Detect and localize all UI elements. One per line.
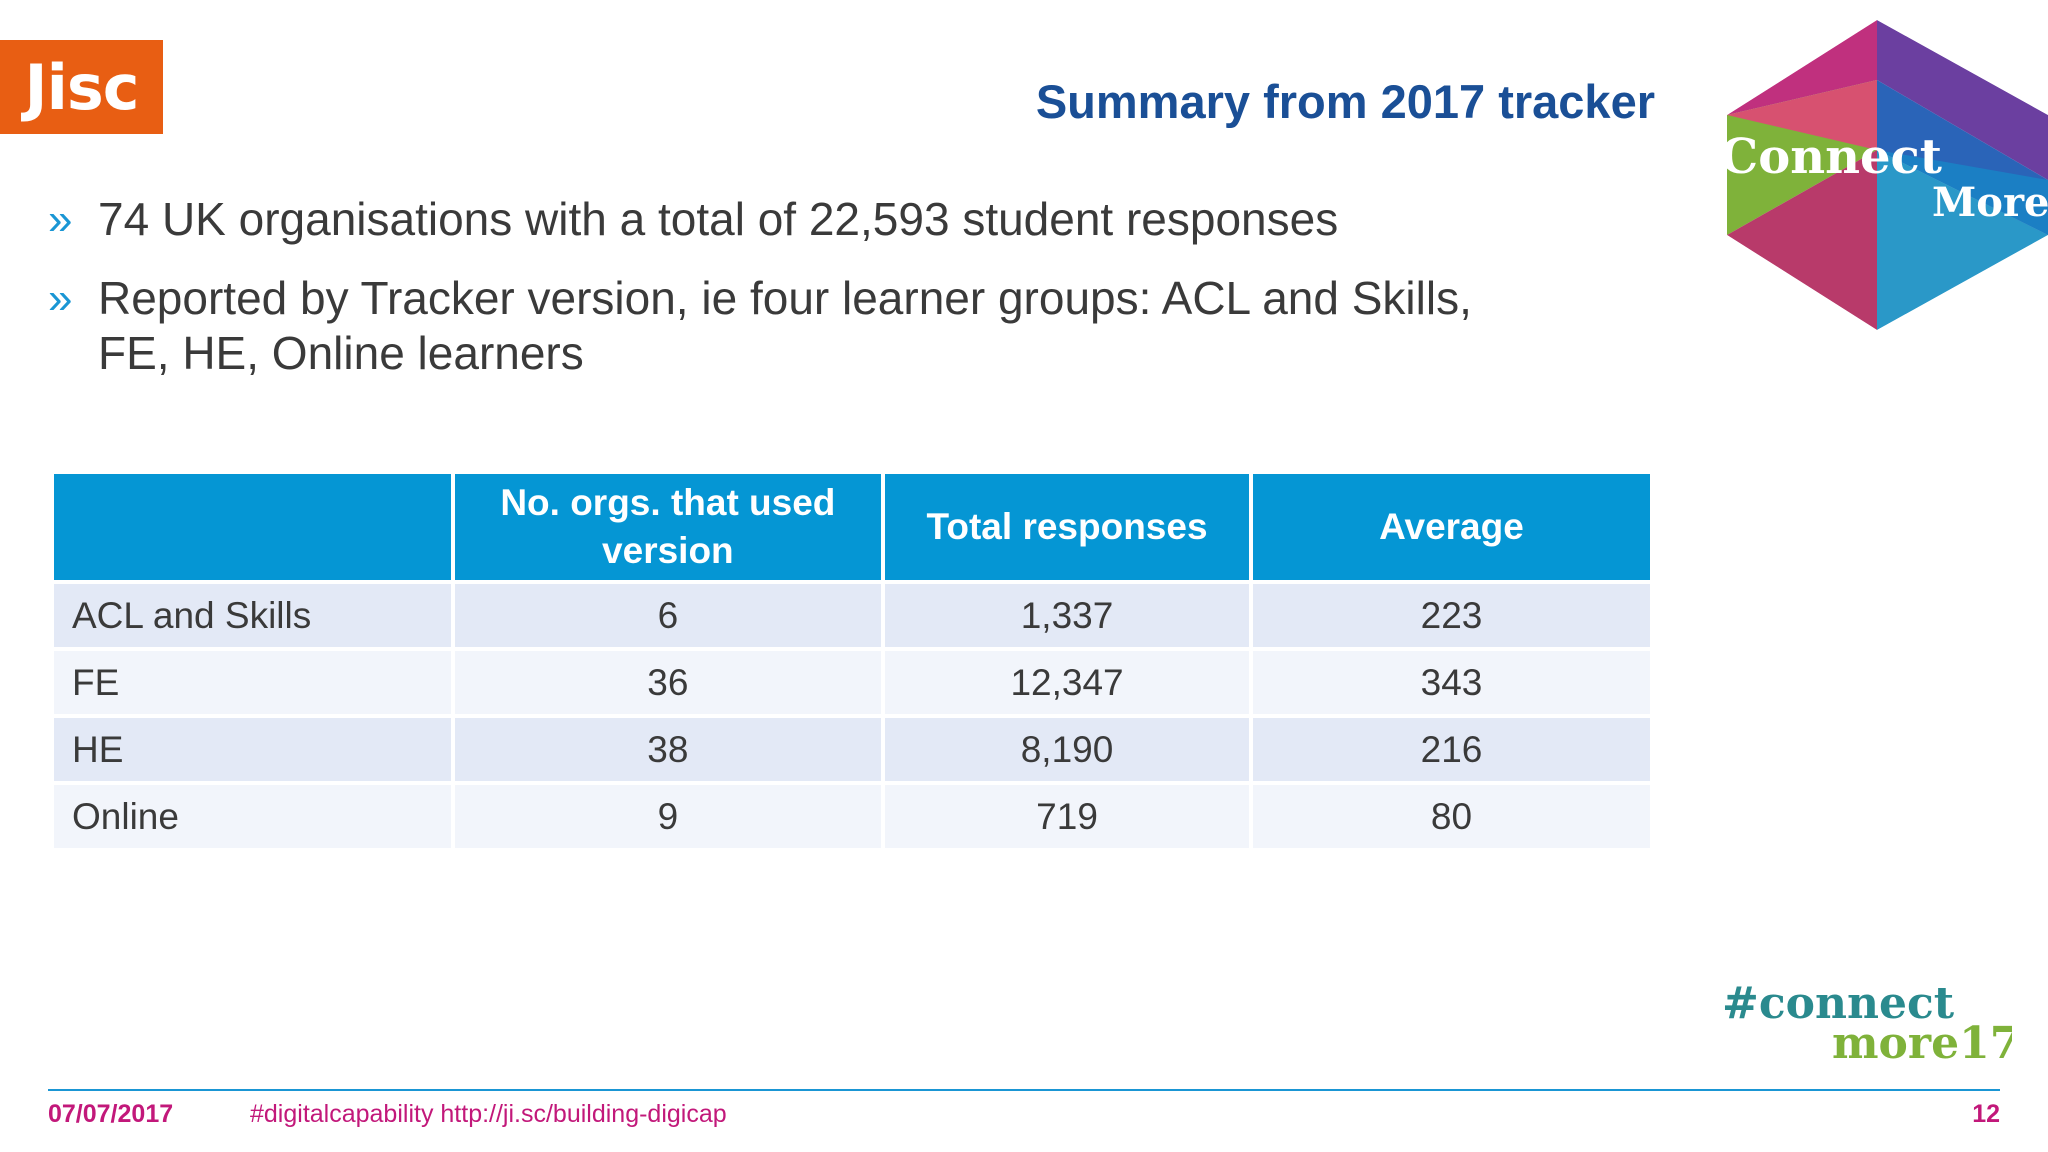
hashtag-logo-line2: more17 — [1832, 1018, 2012, 1066]
header-cell-average: Average — [1253, 474, 1650, 580]
bullet-text: 74 UK organisations with a total of 22,5… — [98, 193, 1339, 245]
total-cell: 1,337 — [885, 584, 1249, 647]
table-row: HE 38 8,190 216 — [54, 718, 1650, 781]
average-cell: 343 — [1253, 651, 1650, 714]
jisc-logo: Jisc — [0, 40, 163, 134]
average-cell: 80 — [1253, 785, 1650, 848]
table-row: FE 36 12,347 343 — [54, 651, 1650, 714]
orgs-cell: 36 — [454, 651, 882, 714]
bullet-list: » 74 UK organisations with a total of 22… — [48, 192, 1548, 405]
footer-divider — [48, 1089, 2000, 1091]
orgs-cell: 6 — [454, 584, 882, 647]
hashtag-logo-line1: #connect — [1722, 978, 1955, 1029]
bullet-item: » Reported by Tracker version, ie four l… — [48, 271, 1548, 381]
chevron-right-icon: » — [48, 274, 73, 323]
bullet-text: Reported by Tracker version, ie four lea… — [98, 272, 1472, 379]
average-cell: 216 — [1253, 718, 1650, 781]
connect-more-logo: Connect More — [1722, 20, 2048, 330]
footer-date: 07/07/2017 — [48, 1100, 174, 1128]
total-cell: 8,190 — [885, 718, 1249, 781]
table-row: Online 9 719 80 — [54, 785, 1650, 848]
connect-logo-word2: More — [1932, 179, 2048, 226]
table-row: ACL and Skills 6 1,337 223 — [54, 584, 1650, 647]
row-label: HE — [54, 718, 451, 781]
table-header-row: No. orgs. that used version Total respon… — [54, 474, 1650, 580]
connectmore17-hashtag-logo: #connect more17 — [1722, 978, 2012, 1066]
page-number: 12 — [1972, 1100, 2000, 1128]
header-cell-total: Total responses — [885, 474, 1249, 580]
orgs-cell: 9 — [454, 785, 882, 848]
summary-table: No. orgs. that used version Total respon… — [50, 470, 1654, 852]
chevron-right-icon: » — [48, 195, 73, 244]
row-label: Online — [54, 785, 451, 848]
header-cell-group — [54, 474, 451, 580]
total-cell: 12,347 — [885, 651, 1249, 714]
row-label: ACL and Skills — [54, 584, 451, 647]
slide-title: Summary from 2017 tracker — [1035, 75, 1655, 128]
total-cell: 719 — [885, 785, 1249, 848]
row-label: FE — [54, 651, 451, 714]
bullet-item: » 74 UK organisations with a total of 22… — [48, 192, 1548, 247]
header-cell-orgs: No. orgs. that used version — [454, 474, 882, 580]
connect-logo-word1: Connect — [1722, 129, 1942, 185]
footer-hashtag-link[interactable]: #digitalcapability http://ji.sc/building… — [250, 1100, 727, 1128]
orgs-cell: 38 — [454, 718, 882, 781]
average-cell: 223 — [1253, 584, 1650, 647]
